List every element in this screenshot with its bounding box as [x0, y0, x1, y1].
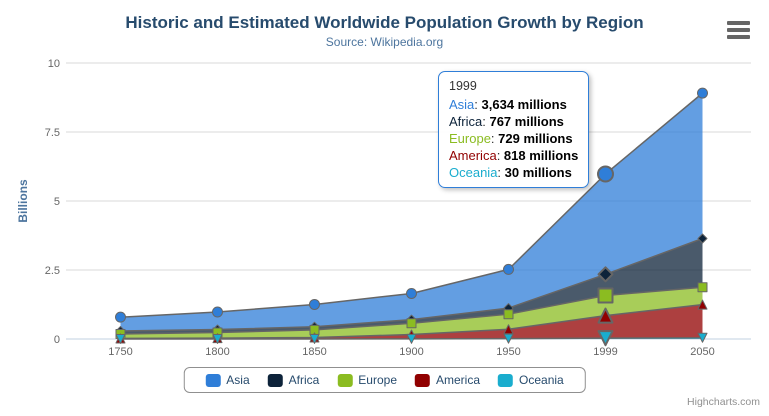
data-point-africa-2050[interactable]	[697, 233, 708, 244]
data-point-asia-1999[interactable]	[597, 165, 614, 183]
data-point-oceania-1900[interactable]	[406, 333, 417, 344]
series-area-africa[interactable]	[120, 238, 703, 334]
tooltip-series-name: Europe	[449, 131, 491, 146]
tooltip-row: Oceania: 30 millions	[449, 165, 572, 180]
data-point-africa-1999[interactable]	[597, 266, 614, 283]
export-menu-button[interactable]	[727, 18, 750, 42]
legend-label: Africa	[288, 373, 320, 387]
legend-label: Oceania	[519, 373, 564, 387]
data-point-asia-1850[interactable]	[309, 298, 320, 310]
x-axis-label: 1950	[496, 346, 520, 358]
data-point-asia-2050[interactable]	[697, 87, 708, 99]
tooltip-series-name: America	[449, 148, 497, 163]
legend-item-europe[interactable]: Europe	[337, 373, 397, 387]
x-axis-label: 1800	[205, 346, 229, 358]
data-point-europe-1999[interactable]	[597, 287, 614, 304]
legend-item-africa[interactable]: Africa	[267, 373, 320, 387]
hamburger-icon	[727, 28, 750, 32]
y-axis-label: 10	[48, 58, 60, 70]
x-axis-label: 2050	[690, 346, 714, 358]
data-point-oceania-2050[interactable]	[697, 332, 708, 343]
data-point-oceania-1950[interactable]	[503, 333, 514, 344]
legend-item-oceania[interactable]: Oceania	[498, 373, 564, 387]
hamburger-icon	[727, 21, 750, 25]
chart-subtitle: Source: Wikipedia.org	[325, 35, 444, 49]
credits-link[interactable]: Highcharts.com	[687, 396, 760, 408]
x-axis-label: 1999	[593, 346, 617, 358]
legend-item-asia[interactable]: Asia	[205, 373, 250, 387]
tooltip-header: 1999	[449, 79, 477, 93]
x-axis-label: 1850	[302, 346, 326, 358]
y-axis-label: 7.5	[45, 127, 60, 139]
data-point-asia-1800[interactable]	[212, 306, 223, 318]
legend-label: Asia	[226, 373, 250, 387]
legend-symbol	[337, 373, 353, 387]
legend-symbol	[415, 373, 431, 387]
y-axis-label: 2.5	[45, 265, 60, 277]
y-axis-label: 0	[54, 334, 60, 346]
tooltip-series-name: Africa	[449, 114, 483, 129]
series-area-america[interactable]	[120, 304, 703, 339]
data-point-oceania-1999[interactable]	[597, 330, 614, 347]
data-point-europe-2050[interactable]	[697, 282, 708, 293]
chart-title: Historic and Estimated Worldwide Populat…	[125, 13, 644, 32]
data-point-asia-1750[interactable]	[115, 311, 126, 323]
x-axis-label: 1750	[108, 346, 132, 358]
data-point-asia-1900[interactable]	[406, 287, 417, 299]
legend-symbol	[267, 373, 283, 387]
data-point-asia-1950[interactable]	[503, 263, 514, 275]
data-point-america-2050[interactable]	[697, 299, 708, 310]
tooltip-row: Africa: 767 millions	[449, 114, 564, 129]
hamburger-icon	[727, 35, 750, 39]
data-point-oceania-1750[interactable]	[115, 333, 126, 344]
data-point-oceania-1850[interactable]	[309, 333, 320, 344]
data-point-america-1999[interactable]	[597, 307, 614, 324]
tooltip-rows: Asia: 3,634 millions Africa: 767 millions…	[449, 96, 578, 181]
tooltip-row: Europe: 729 millions	[449, 131, 573, 146]
series-area-asia[interactable]	[120, 93, 703, 332]
data-point-oceania-1800[interactable]	[212, 333, 223, 344]
data-point-europe-1950[interactable]	[503, 309, 514, 320]
legend-label: America	[436, 373, 481, 387]
y-axis-label: 5	[54, 196, 60, 208]
x-axis-label: 1900	[399, 346, 423, 358]
tooltip-series-name: Oceania	[449, 165, 498, 180]
legend-symbol	[205, 373, 221, 387]
legend-symbol	[498, 373, 514, 387]
data-point-europe-1900[interactable]	[406, 318, 417, 329]
tooltip-series-value: 729 millions	[498, 131, 573, 146]
tooltip-series-name: Asia	[449, 97, 475, 112]
tooltip-row: Asia: 3,634 millions	[449, 97, 567, 112]
tooltip: 1999 Asia: 3,634 millions Africa: 767 mil…	[438, 71, 590, 188]
tooltip-series-value: 3,634 millions	[481, 97, 567, 112]
tooltip-series-value: 818 millions	[503, 148, 579, 163]
legend: Asia Africa Europe America Oceania	[183, 367, 586, 393]
legend-label: Europe	[358, 373, 398, 387]
tooltip-series-value: 767 millions	[489, 114, 564, 129]
tooltip-series-value: 30 millions	[504, 165, 572, 180]
legend-item-america[interactable]: America	[415, 373, 480, 387]
tooltip-row: America: 818 millions	[449, 148, 579, 163]
